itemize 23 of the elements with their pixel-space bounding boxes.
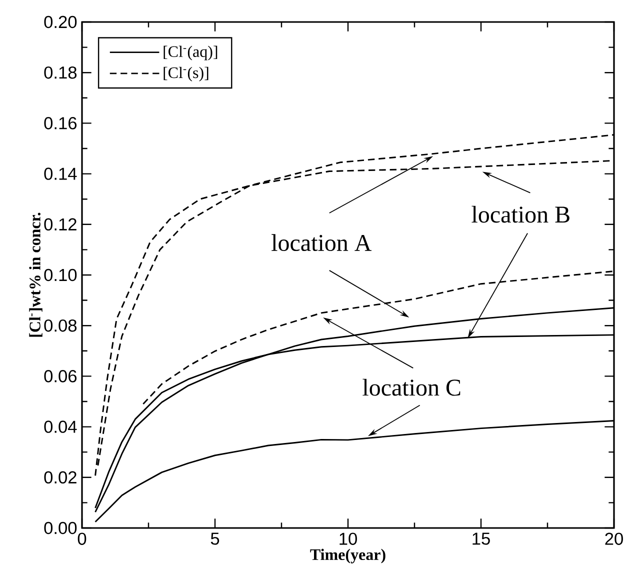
y-axis-title: [Cl$^{-}$]wt% in concr. <box>29 212 42 337</box>
y-tick-label: 0.18 <box>44 66 77 79</box>
y-tick-label: 0.10 <box>44 268 77 282</box>
legend-label: [Cl$^{-}$(aq)] <box>164 46 218 60</box>
y-tick-label: 0.08 <box>44 319 77 332</box>
x-tick-label: 15 <box>472 532 490 545</box>
y-tick-label: 0.14 <box>44 168 77 180</box>
x-tick-label: 20 <box>605 532 623 545</box>
y-tick-label: 0.20 <box>44 16 77 28</box>
y-tick-label: 0.16 <box>44 117 77 130</box>
y-tick-label: 0.00 <box>44 522 77 534</box>
legend-label: [Cl$^{-}$(s)] <box>164 66 208 82</box>
x-axis-title: Time(year) <box>310 548 386 564</box>
x-tick-label: 10 <box>340 532 357 545</box>
annotation: location C <box>362 378 460 396</box>
annotation: location B <box>472 206 570 223</box>
annotation: location A <box>272 234 372 252</box>
x-tick-label: 5 <box>210 532 220 545</box>
y-tick-label: 0.06 <box>44 370 77 382</box>
y-tick-label: 0.12 <box>44 218 76 231</box>
y-tick-label: 0.04 <box>44 420 77 433</box>
y-tick-label: 0.02 <box>44 471 76 484</box>
x-tick-label: 0 <box>78 532 86 545</box>
